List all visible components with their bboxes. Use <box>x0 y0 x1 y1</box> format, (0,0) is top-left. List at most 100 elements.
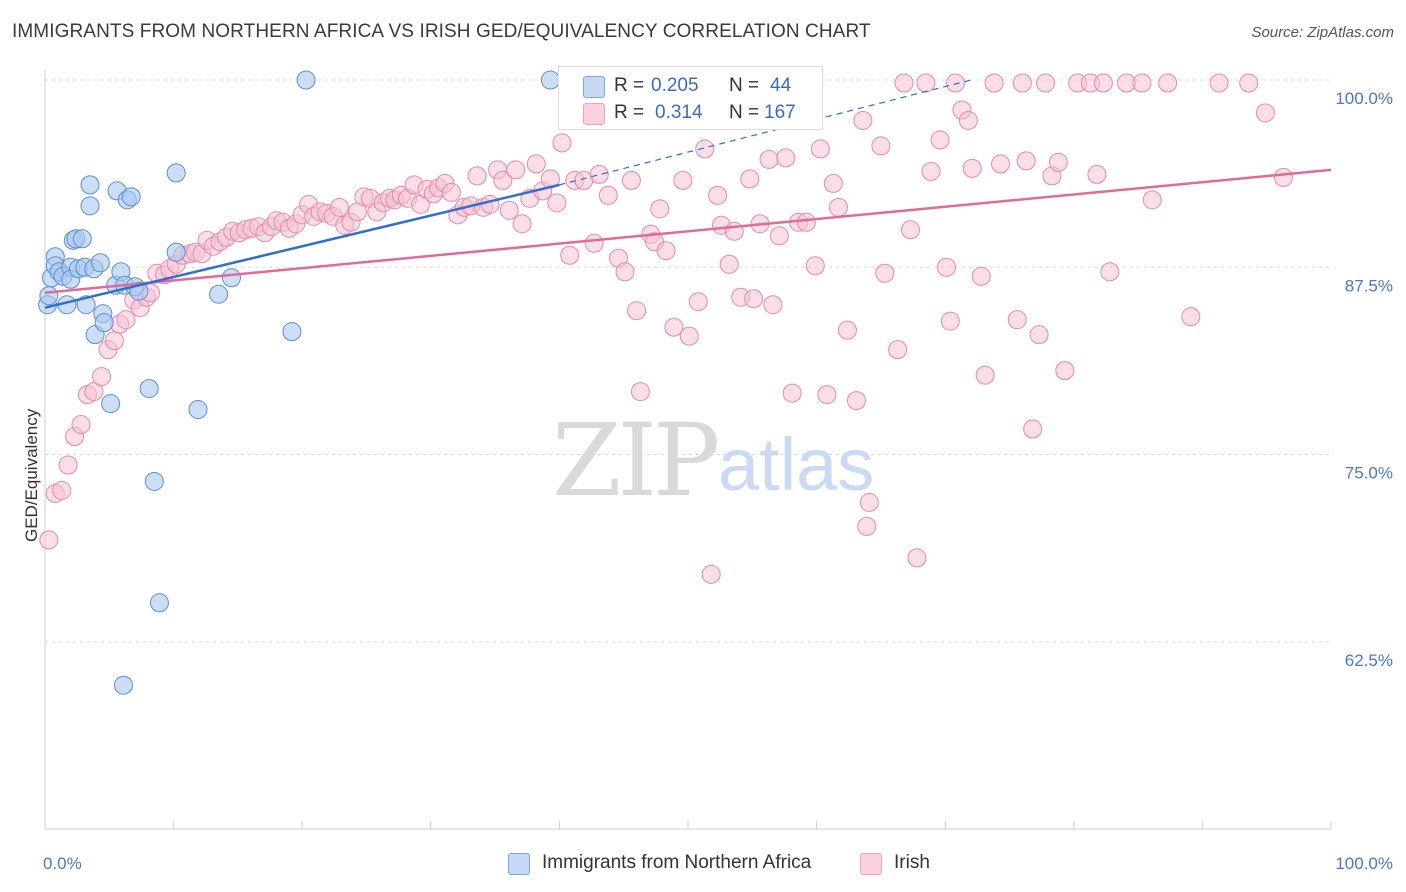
irish-point <box>39 530 59 550</box>
y-tick-label: 100.0% <box>1335 89 1393 108</box>
irish-point <box>805 256 825 276</box>
irish-point <box>1181 307 1201 327</box>
legend-label-northern-africa: Immigrants from Northern Africa <box>542 852 812 873</box>
irish-point <box>552 133 572 153</box>
irish-point <box>857 516 877 536</box>
irish-point <box>945 73 965 93</box>
irish-point <box>940 311 960 331</box>
grid-lines <box>45 79 1331 643</box>
irish-point <box>116 310 136 330</box>
irish-point <box>560 245 580 265</box>
irish-point <box>871 136 891 156</box>
irish-point <box>506 160 526 180</box>
irish-point <box>679 326 699 346</box>
legend-n-value: 44 <box>770 75 792 96</box>
legend-r-value: 0.205 <box>651 75 699 96</box>
irish-point <box>1158 73 1178 93</box>
irish-point <box>921 161 941 181</box>
irish-point <box>810 139 830 159</box>
irish-point <box>894 73 914 93</box>
irish-point <box>1016 151 1036 171</box>
northern-africa-trend-line <box>44 183 560 309</box>
northern-africa-point <box>149 593 169 613</box>
irish-point <box>859 492 879 512</box>
y-axis-label: GED/Equivalency <box>22 408 41 542</box>
irish-point <box>701 564 721 584</box>
irish-point <box>52 480 72 500</box>
northern-africa-point <box>90 253 110 273</box>
irish-point <box>984 73 1004 93</box>
irish-point <box>493 170 513 190</box>
irish-point <box>930 130 950 150</box>
irish-point <box>740 169 760 189</box>
irish-point <box>1239 73 1259 93</box>
irish-point <box>1142 190 1162 210</box>
northern-africa-point <box>209 284 229 304</box>
northern-africa-point <box>80 196 100 216</box>
irish-point <box>744 289 764 309</box>
irish-point <box>656 241 676 261</box>
irish-point <box>441 182 461 202</box>
irish-point <box>480 194 500 214</box>
northern-africa-point <box>139 379 159 399</box>
irish-point <box>875 263 895 283</box>
northern-africa-trend-extension <box>559 79 972 186</box>
legend-n-value: 167 <box>764 102 796 123</box>
irish-point <box>1093 73 1113 93</box>
legend-r-label: R = <box>614 75 645 96</box>
irish-point <box>673 170 693 190</box>
irish-point <box>92 367 112 387</box>
northern-africa-point <box>113 675 133 695</box>
legend-r-label: R = <box>614 102 645 123</box>
irish-point <box>962 158 982 178</box>
northern-africa-point <box>101 394 121 414</box>
trend-lines <box>44 79 1332 309</box>
x-tick-label-start: 0.0% <box>43 854 82 873</box>
irish-point <box>526 154 546 174</box>
northern-africa-point <box>80 175 100 195</box>
chart-title: IMMIGRANTS FROM NORTHERN AFRICA VS IRISH… <box>12 21 871 42</box>
source-credit: Source: ZipAtlas.com <box>1251 24 1394 41</box>
northern-africa-point <box>166 242 186 262</box>
irish-point <box>837 320 857 340</box>
irish-point <box>598 185 618 205</box>
irish-point <box>990 154 1010 174</box>
legend-swatch-blue <box>583 76 605 98</box>
irish-point <box>971 266 991 286</box>
northern-africa-point <box>144 471 164 491</box>
irish-point <box>769 226 789 246</box>
irish-point <box>329 197 349 217</box>
series-legend: Immigrants from Northern Africa Irish <box>0 852 1406 878</box>
northern-africa-point <box>282 322 302 342</box>
northern-africa-points <box>38 70 560 695</box>
irish-point <box>695 139 715 159</box>
irish-point <box>759 149 779 169</box>
irish-point <box>1255 103 1275 123</box>
irish-point <box>846 391 866 411</box>
irish-point <box>615 262 635 282</box>
irish-trend-line <box>44 168 1332 294</box>
irish-point <box>1029 325 1049 345</box>
northern-africa-point <box>221 268 241 288</box>
irish-point <box>1012 73 1032 93</box>
legend-swatch-blue <box>508 853 530 875</box>
irish-point <box>763 295 783 315</box>
x-axis-ticks <box>44 821 1332 829</box>
irish-point <box>975 365 995 385</box>
irish-point <box>104 331 124 351</box>
northern-africa-point <box>121 187 141 207</box>
irish-point <box>1087 164 1107 184</box>
irish-point <box>512 214 532 234</box>
irish-point <box>1100 262 1120 282</box>
irish-point <box>1007 310 1027 330</box>
irish-point <box>776 148 796 168</box>
y-tick-label: 87.5% <box>1345 276 1393 295</box>
irish-point <box>1023 419 1043 439</box>
irish-point <box>58 455 78 475</box>
northern-africa-point <box>296 70 316 90</box>
irish-point <box>650 199 670 219</box>
irish-point <box>688 292 708 312</box>
y-tick-label: 75.0% <box>1345 464 1393 483</box>
irish-point <box>907 548 927 568</box>
